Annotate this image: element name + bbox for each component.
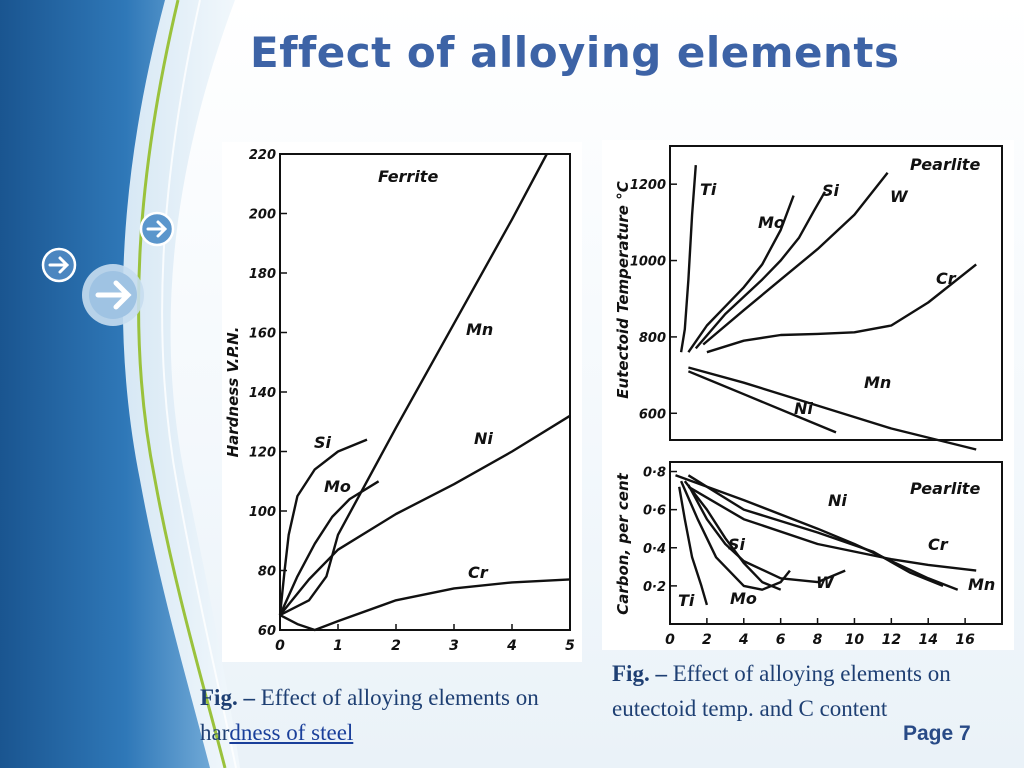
series-line-mo [679, 480, 791, 591]
series-label-si: Si [822, 181, 840, 200]
y-tick-label: 80 [258, 565, 276, 580]
caption-link-text[interactable]: dness of steel [229, 720, 354, 745]
figure-caption-hardness: Fig. – Effect of alloying elements on ha… [200, 680, 540, 750]
series-line-si [278, 438, 368, 616]
series-line-mn [688, 366, 977, 451]
series-line-ni [279, 414, 571, 616]
series-label-w: W [890, 187, 909, 206]
series-line-si [683, 480, 782, 591]
series-label-pearlite: Pearlite [910, 479, 980, 498]
series-label-mn: Mn [466, 320, 493, 339]
caption-text: Effect of alloying elements on eutectoid… [612, 661, 951, 721]
series-label-ti: Ti [678, 591, 695, 610]
x-tick-label: 2 [702, 632, 712, 648]
x-tick-label: 12 [882, 632, 901, 648]
series-line-w [687, 484, 846, 584]
x-tick-label: 10 [845, 632, 865, 648]
caption-text: Effect of alloying elements on har [200, 685, 539, 745]
series-label-pearlite: Pearlite [910, 155, 980, 174]
eutectoid-chart: 600 800 1000 1200 Pearlite Ti Mo Si W Cr Mn Ni Eutec… [614, 145, 1003, 648]
series-line-mo [278, 480, 380, 616]
y-tick-label: 0·4 [643, 542, 666, 557]
y-tick-label: 600 [639, 407, 666, 422]
x-tick-label: 0 [665, 632, 675, 648]
series-line-si [694, 191, 826, 350]
series-label-mo: Mo [324, 477, 351, 496]
y-tick-label: 220 [249, 148, 276, 163]
x-tick-label: 4 [506, 638, 517, 654]
series-line-ni [687, 370, 837, 434]
arrow-right-circle-icon [139, 211, 175, 247]
series-line-mn [279, 153, 548, 617]
series-line-cr [279, 578, 571, 632]
page-title: Effect of alloying elements [250, 28, 900, 77]
plot-frame [279, 153, 571, 631]
caption-prefix: Fig. – [612, 661, 667, 686]
series-line-mo [687, 195, 795, 353]
x-tick-label: 4 [738, 632, 749, 648]
x-tick-label: 0 [275, 638, 285, 654]
figure-caption-eutectoid: Fig. – Effect of alloying elements on eu… [612, 656, 992, 726]
series-label-mn: Mn [864, 373, 891, 392]
y-tick-label: 140 [249, 386, 276, 401]
series-label-si: Si [314, 433, 332, 452]
series-line-mn [687, 474, 944, 588]
y-tick-label: 60 [258, 624, 276, 639]
series-label-cr: Cr [928, 535, 949, 554]
series-line-ti [679, 165, 697, 353]
series-label-w: W [816, 573, 835, 592]
y-tick-label: 0·6 [643, 504, 666, 519]
y-axis-label: Hardness V.P.N. [224, 327, 242, 458]
y-tick-label: 800 [639, 331, 666, 346]
series-line-ti [678, 486, 709, 606]
y-tick-label: 0·8 [643, 466, 666, 481]
series-label-mo: Mo [758, 213, 785, 232]
caption-prefix: Fig. – [200, 685, 255, 710]
y-tick-label: 200 [249, 208, 276, 223]
y-tick-label: 100 [249, 505, 276, 520]
x-tick-label: 8 [813, 632, 823, 648]
x-tick-label: 3 [449, 638, 459, 654]
series-label-ferrite: Ferrite [378, 167, 438, 186]
series-line-w [702, 171, 889, 346]
y-axis-label: Carbon, per cent [614, 472, 632, 614]
y-tick-label: 120 [249, 446, 276, 461]
y-tick-label: 0·2 [643, 580, 666, 595]
x-tick-label: 2 [391, 638, 401, 654]
arrow-right-circle-icon [82, 264, 144, 326]
series-label-si: Si [728, 535, 746, 554]
series-label-ni: Ni [474, 429, 493, 448]
y-tick-label: 160 [249, 327, 276, 342]
series-label-ni: Ni [794, 399, 813, 418]
x-tick-label: 1 [333, 638, 343, 654]
series-label-mo: Mo [730, 589, 757, 608]
x-tick-label: 16 [955, 632, 975, 648]
series-label-cr: Cr [468, 563, 489, 582]
series-line-cr [687, 485, 977, 572]
arrow-right-circle-icon [41, 247, 77, 283]
hardness-figure: 60 80 100 120 140 160 180 200 220 0 1 2 3 4 5 Ferrite Mn… [222, 142, 582, 662]
series-label-ni: Ni [828, 491, 847, 510]
y-tick-label: 180 [249, 267, 276, 282]
y-tick-label: 1200 [630, 178, 666, 193]
x-tick-label: 14 [918, 632, 937, 648]
x-tick-label: 6 [776, 632, 786, 648]
page-number: Page 7 [903, 722, 971, 745]
series-line-cr [706, 263, 977, 354]
eutectoid-figure: 600 800 1000 1200 Pearlite Ti Mo Si W Cr Mn Ni Eutec… [602, 140, 1014, 650]
y-axis-label: Eutectoid Temperature °C [614, 181, 632, 398]
plot-frame [669, 145, 1003, 441]
series-label-mn: Mn [968, 575, 995, 594]
hardness-chart: 60 80 100 120 140 160 180 200 220 0 1 2 3 4 5 Ferrite Mn… [224, 148, 575, 654]
series-label-cr: Cr [936, 269, 957, 288]
series-label-ti: Ti [700, 180, 717, 199]
x-tick-label: 5 [565, 638, 575, 654]
plot-frame [669, 461, 1003, 625]
y-tick-label: 1000 [630, 255, 666, 270]
